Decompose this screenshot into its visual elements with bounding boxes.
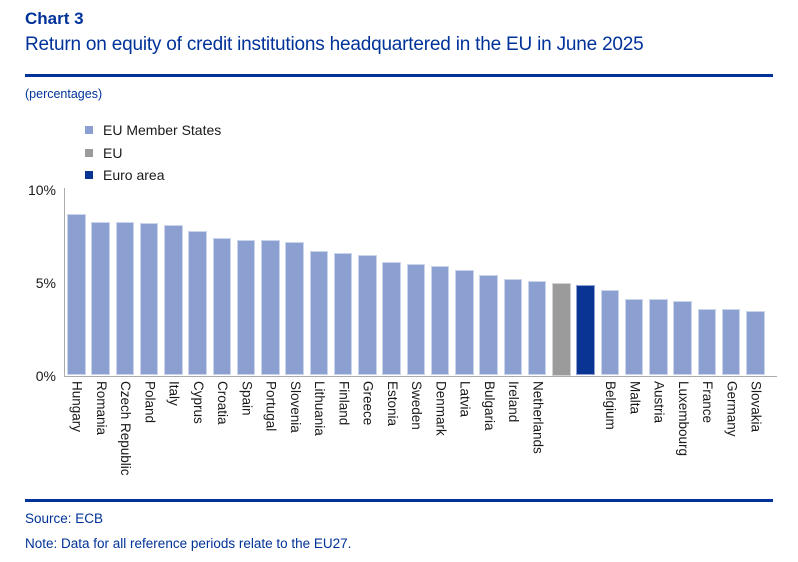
bar-netherlands <box>527 280 547 376</box>
x-axis-label-finland: Finland <box>336 381 352 426</box>
source-note: Source: ECB <box>25 511 104 526</box>
bar-latvia <box>455 269 474 376</box>
bar-luxembourg <box>673 301 692 376</box>
x-axis-label-germany: Germany <box>724 381 740 437</box>
x-axis-label-hungary: Hungary <box>69 381 85 433</box>
y-axis-tick-5%: 5% <box>35 274 56 291</box>
bar-denmark <box>430 266 450 376</box>
x-axis-label-luxembourg: Luxembourg <box>675 381 691 457</box>
x-axis-label-denmark: Denmark <box>433 381 449 436</box>
header-rule <box>25 74 773 77</box>
x-axis-label-czech-republic: Czech Republic <box>118 381 133 476</box>
legend-item-eu: EU <box>85 142 221 165</box>
bar-finland <box>333 253 353 376</box>
y-axis-tick-10%: 10% <box>27 182 56 198</box>
x-axis-label-belgium: Belgium <box>603 381 618 430</box>
bar-sweden <box>406 264 425 376</box>
x-axis-label-bulgaria: Bulgaria <box>481 381 497 431</box>
x-axis-label-netherlands: Netherlands <box>530 381 546 454</box>
legend-item-eu-member-states: EU Member States <box>85 119 221 142</box>
page-title: Return on equity of credit institutions … <box>25 34 644 55</box>
legend-label-eu-member-states: EU Member States <box>103 122 222 139</box>
unit-note: (percentages) <box>25 87 103 101</box>
bar-slovakia <box>746 310 765 376</box>
bar-slovenia <box>285 241 304 376</box>
x-axis-label-poland: Poland <box>142 381 158 424</box>
bar-bulgaria <box>479 275 498 376</box>
x-axis-label-estonia: Estonia <box>384 381 400 427</box>
bar-austria <box>649 299 668 376</box>
bar-spain <box>236 240 256 376</box>
x-axis-label-austria: Austria <box>651 381 667 424</box>
x-axis-label-malta: Malta <box>627 381 643 415</box>
x-axis-label-greece: Greece <box>360 381 376 426</box>
bar-czech-republic <box>115 221 134 376</box>
x-axis-label-ireland: Ireland <box>506 381 521 423</box>
chart-legend: EU Member States EU Euro area <box>85 119 221 187</box>
x-axis-label-croatia: Croatia <box>215 381 230 425</box>
bar-italy <box>164 225 183 376</box>
x-axis-label-romania: Romania <box>93 381 109 436</box>
x-axis-label-italy: Italy <box>166 381 182 406</box>
bar-portugal <box>261 240 280 376</box>
footer-rule <box>25 499 773 502</box>
bar-hungary <box>67 214 86 376</box>
x-axis-label-spain: Spain <box>239 381 255 416</box>
bar-eu <box>552 282 571 376</box>
eu-swatch-icon <box>85 148 93 157</box>
bar-ireland <box>503 279 522 376</box>
bar-belgium <box>600 290 619 376</box>
chart-number: Chart 3 <box>25 9 84 28</box>
legend-item-euro-area: Euro area <box>85 164 221 187</box>
bar-poland <box>139 223 159 376</box>
bar-france <box>697 308 716 376</box>
bar-romania <box>91 221 110 376</box>
x-axis-label-sweden: Sweden <box>409 381 424 430</box>
legend-label-eu: EU <box>103 144 123 161</box>
y-axis-tick-0%: 0% <box>35 367 56 384</box>
euro-area-swatch-icon <box>85 171 93 180</box>
x-axis-label-portugal: Portugal <box>263 381 279 432</box>
bar-cyprus <box>188 230 207 376</box>
bar-germany <box>721 308 741 376</box>
bar-euro-area <box>576 284 595 376</box>
member-states-swatch-icon <box>85 126 93 135</box>
x-axis-label-slovakia: Slovakia <box>748 381 764 433</box>
bar-croatia <box>212 238 231 376</box>
x-axis-label-france: France <box>700 381 715 424</box>
x-axis-label-slovenia: Slovenia <box>287 381 303 433</box>
x-axis-label-lithuania: Lithuania <box>312 381 327 436</box>
bar-lithuania <box>309 251 328 376</box>
bar-malta <box>624 299 644 376</box>
y-axis-line <box>63 188 65 376</box>
x-axis-label-latvia: Latvia <box>457 381 473 418</box>
footnote: Note: Data for all reference periods rel… <box>25 536 352 551</box>
bar-estonia <box>382 262 401 376</box>
x-axis-label-cyprus: Cyprus <box>190 381 206 424</box>
legend-label-euro-area: Euro area <box>103 167 165 184</box>
x-axis-line <box>63 375 777 377</box>
bar-greece <box>358 254 377 376</box>
